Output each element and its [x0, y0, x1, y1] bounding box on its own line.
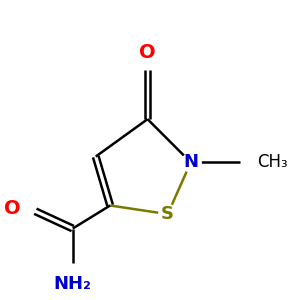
Text: NH₂: NH₂ — [54, 274, 92, 292]
Text: CH₃: CH₃ — [257, 153, 288, 171]
Text: O: O — [4, 199, 21, 218]
Text: O: O — [139, 43, 156, 61]
Text: N: N — [183, 153, 198, 171]
Text: S: S — [161, 205, 174, 223]
